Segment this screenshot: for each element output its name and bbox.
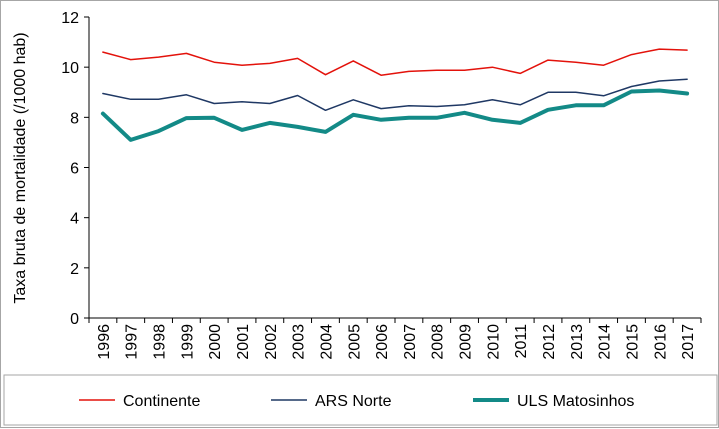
y-tick-label: 6 [70,161,79,178]
axes [84,16,702,323]
x-tick-label: 1998 [152,324,169,360]
series-line-uls-matosinhos [100,88,690,142]
x-tick-label: 2006 [374,324,391,360]
legend-label-uls-matosinhos: ULS Matosinhos [517,393,634,410]
legend-label-continente: Continente [123,393,200,410]
x-tick-label: 2001 [235,324,252,360]
x-tick-label: 2002 [263,324,280,360]
x-tick-label: 2007 [402,324,419,360]
x-tick-label: 2015 [624,324,641,360]
x-tick-label: 2003 [291,324,308,360]
legend-box [3,374,718,426]
series-lines [100,48,690,142]
series-line-continente [102,48,688,76]
x-tick-label: 1996 [96,324,113,360]
x-tick-labels: 1996 1997 1998 1999 2000 2001 2002 2003 2004 2005… [96,324,697,360]
x-tick-label: 2011 [513,324,530,359]
legend: Continente ARS Norte ULS Matosinhos [79,393,634,410]
y-tick-label: 0 [70,311,79,328]
y-tick-label: 2 [70,261,79,278]
x-tick-label: 2017 [680,324,697,360]
x-tick-label: 2005 [346,324,363,360]
series-line-ars-norte [102,78,688,112]
x-tick-label: 2004 [318,324,335,360]
x-tick-label: 1999 [179,324,196,360]
x-tick-label: 2012 [541,324,558,360]
x-tick-label: 2014 [597,324,614,360]
y-tick-label: 12 [61,10,79,27]
x-tick-label: 2009 [458,324,475,360]
x-tick-label: 2008 [430,324,447,360]
y-axis-title: Taxa bruta de mortalidade (/1000 hab) [12,32,29,303]
x-tick-label: 1997 [124,324,141,360]
y-tick-label: 4 [70,211,79,228]
y-tick-label: 10 [61,60,79,77]
x-tick-label: 2010 [485,324,502,360]
y-tick-labels: 0 2 4 6 8 10 12 [61,10,79,328]
x-tick-label: 2013 [569,324,586,360]
x-tick-label: 2000 [207,324,224,360]
legend-label-ars-norte: ARS Norte [315,393,392,410]
x-tick-label: 2016 [652,324,669,360]
y-tick-label: 8 [70,110,79,127]
